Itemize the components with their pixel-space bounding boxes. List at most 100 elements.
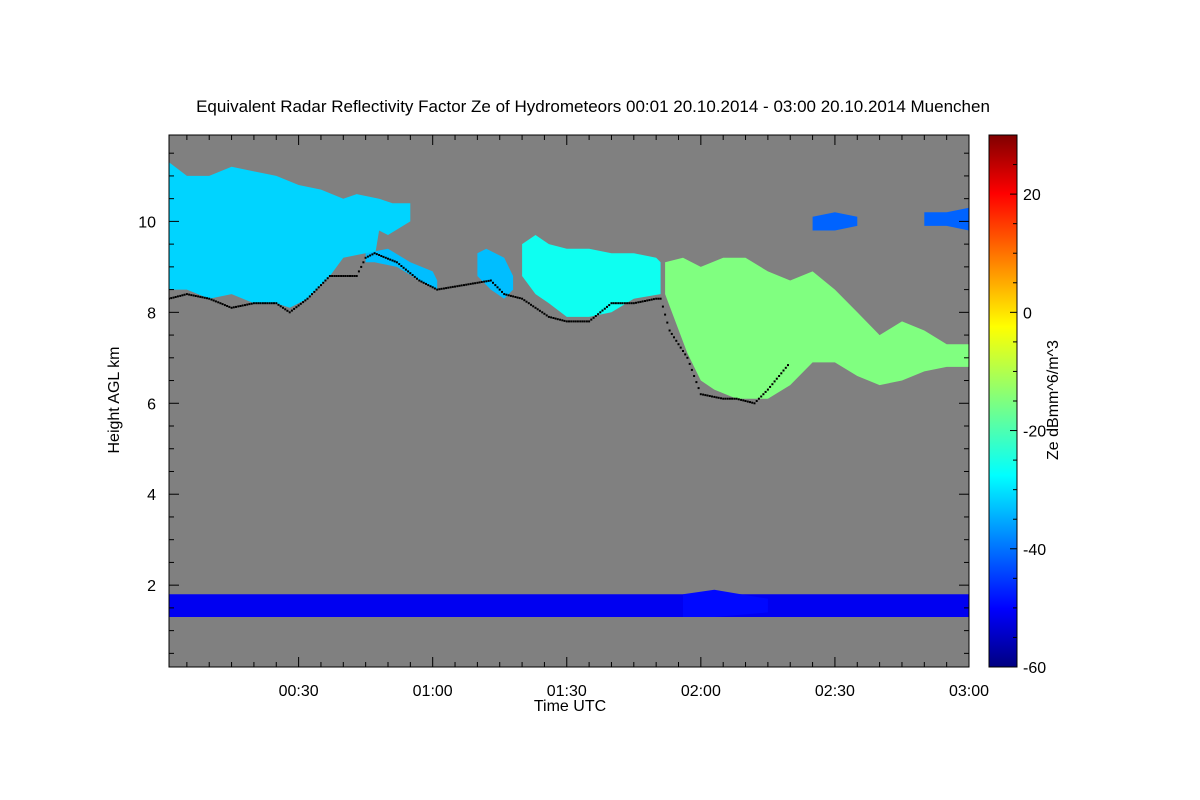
cloud-base-point (451, 285, 454, 288)
cloud-base-point (317, 286, 320, 289)
cloud-base-point (501, 290, 503, 293)
cloud-base-point (784, 366, 787, 369)
cloud-base-point (395, 261, 398, 264)
cloud-base-point (652, 298, 655, 301)
cloud-base-point (335, 275, 338, 277)
cloud-base-point (449, 286, 452, 289)
cloud-base-point (181, 294, 184, 297)
cloud-base-point (288, 311, 291, 314)
cloud-base-point (456, 285, 459, 288)
cloud-base-point (657, 297, 660, 300)
cloud-base-point (170, 297, 173, 300)
cloud-base-point (333, 275, 336, 277)
cloud-base-point (534, 306, 537, 309)
cloud-base-point (690, 368, 693, 371)
low-clutter-patch (683, 589, 768, 617)
cloud-base-point (518, 297, 521, 300)
cloud-base-point (299, 302, 302, 305)
cloud-base-point (483, 280, 486, 283)
cloud-base-point (357, 270, 360, 273)
cloud-base-point (543, 312, 546, 315)
cloud-base-point (442, 287, 445, 290)
cloud-base-point (606, 305, 608, 308)
cloud-base-point (237, 305, 240, 308)
cloud-base-point (458, 284, 461, 287)
cloud-base-point (532, 305, 535, 308)
cloud-base-point (559, 318, 562, 321)
reflectivity-layers (169, 162, 969, 617)
cloud-base-point (720, 397, 722, 400)
cloud-base-point (429, 285, 432, 288)
cloud-base-point (199, 295, 202, 298)
cloud-base-point (214, 300, 217, 303)
cloud-base-point (440, 287, 443, 290)
cloud-base-point (248, 303, 251, 306)
cloud-base-point (610, 302, 613, 305)
cloud-base-point (425, 282, 427, 285)
cloud-base-point (433, 287, 436, 290)
cloud-base-point (614, 302, 617, 305)
cloud-base-point (308, 295, 311, 298)
x-tick-label: 03:00 (949, 683, 989, 700)
cloud-base-point (489, 279, 492, 282)
cloud-base-point (630, 302, 633, 305)
cloud-base-point (650, 298, 653, 301)
colorbar-tick-label: -60 (1023, 660, 1046, 677)
cloud-base-point (601, 309, 604, 312)
cloud-base-point (547, 315, 550, 318)
cloud-base-point (264, 302, 267, 305)
cloud-base-point (286, 309, 289, 312)
cloud-base-point (760, 395, 763, 398)
cloud-base-point (391, 259, 394, 262)
cloud-base-point (746, 400, 749, 403)
cloud-base-point (530, 303, 532, 306)
cloud-base-point (626, 302, 629, 305)
cloud-base-point (661, 305, 664, 308)
cloud-base-point (554, 317, 557, 320)
cloud-base-point (581, 320, 584, 323)
cloud-base-point (172, 296, 175, 299)
cloud-base-point (208, 297, 211, 300)
cloud-base-point (590, 318, 593, 321)
cloud-base-point (389, 258, 392, 261)
cloud-base-point (704, 394, 707, 397)
cloud-base-point (525, 300, 528, 303)
cloud-base-point (585, 320, 588, 323)
cloud-base-point (583, 320, 586, 323)
cloud-base-point (183, 293, 186, 296)
cloud-base-point (682, 350, 684, 352)
cloud-base-point (677, 343, 680, 346)
x-axis-label: Time UTC (533, 698, 607, 715)
cloud-base-point (337, 275, 340, 277)
cloud-base-point (404, 268, 407, 271)
cloud-base-point (250, 302, 253, 305)
cloud-base-point (485, 280, 488, 283)
cloud-base-point (527, 302, 530, 305)
cloud-base-point (619, 302, 622, 305)
cloud-base-point (684, 353, 687, 356)
cloud-base-point (762, 393, 765, 396)
cloud-base-point (297, 304, 300, 307)
cloud-layer-4 (665, 257, 969, 399)
cloud-base-point (733, 397, 736, 400)
cloud-base-point (666, 321, 669, 324)
cloud-base-point (427, 284, 430, 287)
cloud-base-point (561, 319, 564, 322)
cloud-base-point (226, 305, 229, 307)
cloud-base-point (780, 372, 783, 375)
cloud-base-point (717, 396, 720, 399)
cloud-base-point (326, 277, 329, 280)
colorbar-tick-label: 20 (1023, 187, 1041, 204)
cloud-base-point (407, 270, 410, 273)
cloud-base-point (757, 397, 760, 400)
cloud-base-point (478, 281, 481, 284)
cloud-base-point (775, 377, 778, 380)
cloud-base-point (673, 336, 675, 339)
cloud-base-point (670, 332, 673, 335)
x-tick-label: 02:30 (815, 683, 855, 700)
cloud-base-point (492, 281, 494, 284)
cloud-base-point (545, 314, 548, 317)
cloud-base-point (230, 306, 233, 309)
cloud-base-point (190, 294, 193, 297)
